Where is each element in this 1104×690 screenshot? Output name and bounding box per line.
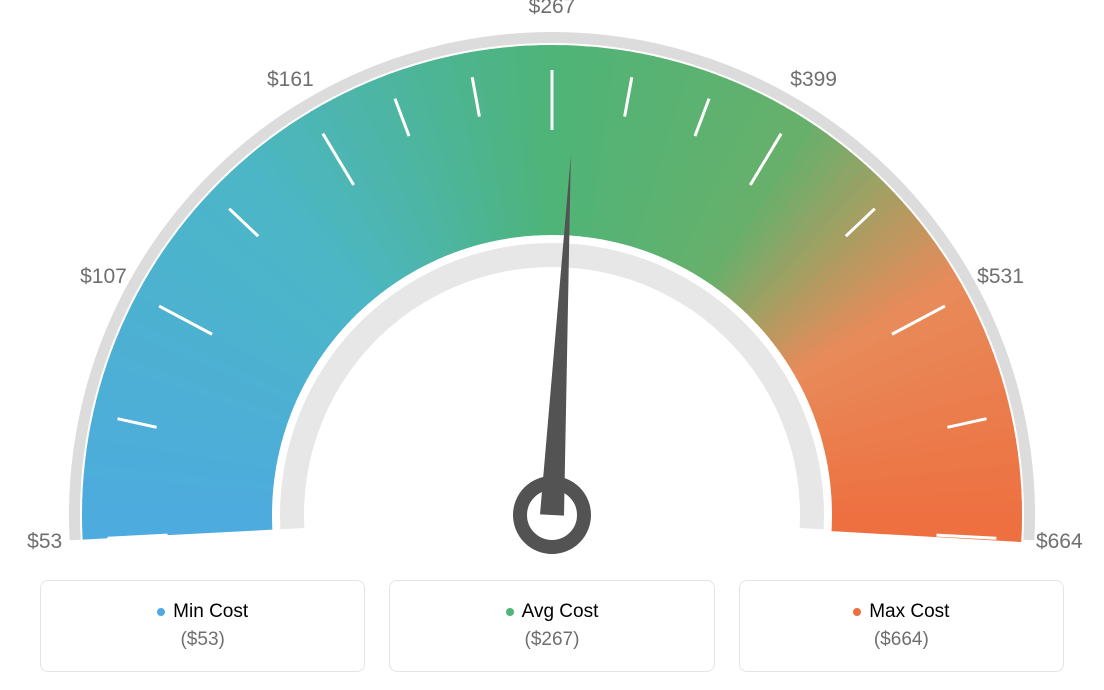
legend-max: Max Cost ($664) — [739, 580, 1064, 672]
legend-min-title: Min Cost — [157, 601, 248, 623]
legend-max-value: ($664) — [874, 629, 929, 651]
tick-label: $53 — [27, 530, 62, 554]
tick-label: $267 — [529, 0, 576, 19]
tick-label: $531 — [977, 265, 1024, 289]
legend-avg-value: ($267) — [525, 629, 580, 651]
legend-avg-title: Avg Cost — [506, 601, 599, 623]
legend-min-label: Min Cost — [173, 601, 248, 623]
legend-avg-label: Avg Cost — [522, 601, 599, 623]
tick-label: $664 — [1036, 530, 1083, 554]
legend-min-value: ($53) — [180, 629, 224, 651]
tick-label: $107 — [80, 265, 127, 289]
tick-label: $161 — [267, 68, 314, 92]
legend-max-label: Max Cost — [869, 601, 949, 623]
legend-min: Min Cost ($53) — [40, 580, 365, 672]
legend-avg: Avg Cost ($267) — [389, 580, 714, 672]
cost-gauge: $53 $107 $161 $267 $399 $531 $664 — [0, 0, 1104, 560]
legend-min-dot — [157, 608, 165, 616]
legend-avg-dot — [506, 608, 514, 616]
legend-max-dot — [853, 608, 861, 616]
legend-max-title: Max Cost — [853, 601, 949, 623]
legend-row: Min Cost ($53) Avg Cost ($267) Max Cost … — [0, 580, 1104, 690]
tick-label: $399 — [790, 68, 837, 92]
gauge-svg — [0, 0, 1104, 560]
